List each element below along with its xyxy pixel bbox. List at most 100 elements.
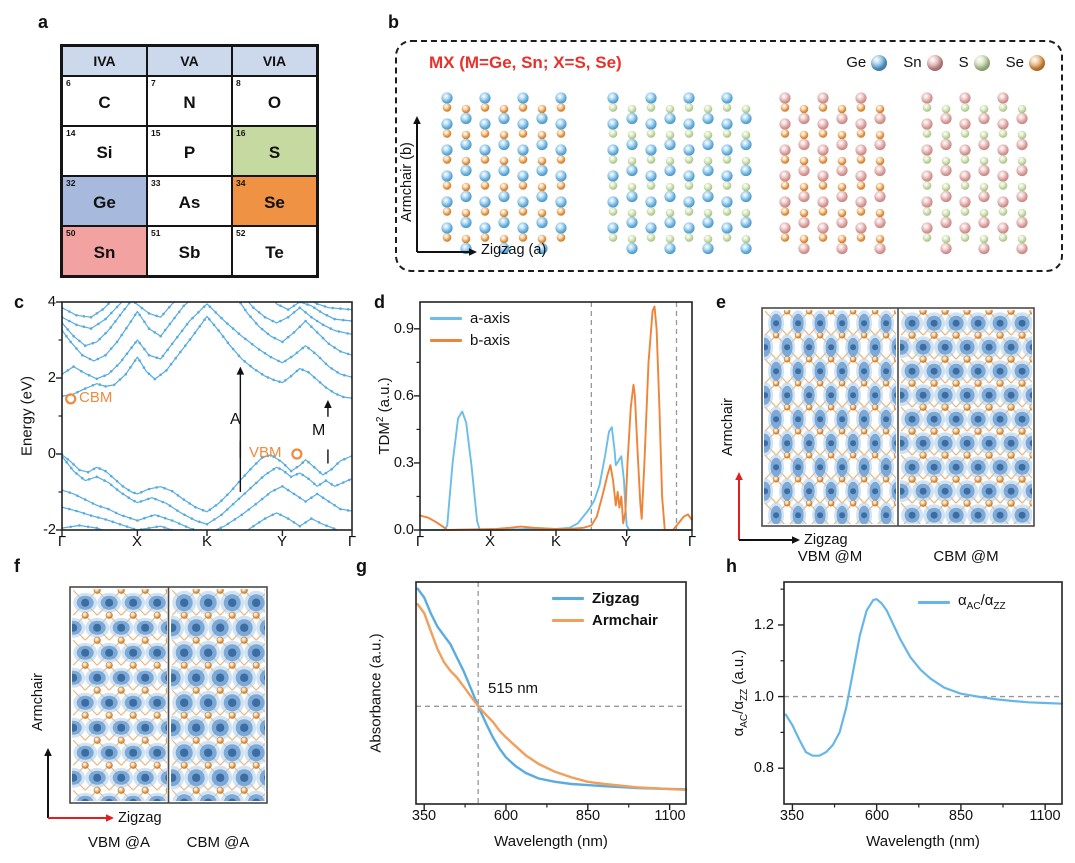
anisotropy-chart: αAC/αZZ (a.u.) 0.8 1.0 1.2 350 600 850 1… [722, 556, 1075, 863]
zigzag-line-swatch [552, 596, 584, 601]
element-symbol: Te [265, 242, 284, 262]
tdm-legend-b-axis: b-axis [430, 332, 510, 349]
b-axes-arrows [413, 116, 477, 256]
panel-letter-c: c [14, 292, 25, 312]
atomic-number: 33 [151, 178, 161, 188]
c-xtick-gamma2: Γ [347, 533, 357, 550]
legend-armchair: Armchair [552, 612, 658, 629]
cbm-annotation: CBM [79, 389, 113, 406]
c-ytick-0: 0 [47, 446, 56, 462]
vbm-annotation: VBM [249, 444, 282, 461]
f-armchair-axis-label: Armchair [30, 672, 46, 732]
atom-legend: Ge Sn S Se [846, 54, 1045, 71]
legend-ratio: αAC/αZZ [918, 592, 1006, 612]
vbm-m-caption: VBM @M [797, 548, 863, 565]
element-cell-Si: 14 Si [62, 126, 147, 176]
atomic-number: 51 [151, 228, 161, 238]
atomic-number: 8 [236, 78, 241, 88]
d-ytick-03: 0.3 [393, 455, 414, 471]
panel-letter-g: g [356, 556, 367, 576]
mx-structure-GeS [607, 92, 752, 255]
g-wavelength-axis-label: Wavelength (nm) [494, 833, 608, 850]
absorbance-axis-label: Absorbance (a.u.) [367, 633, 385, 753]
element-symbol: Ge [93, 192, 116, 212]
c-ytick-m2: -2 [43, 522, 56, 538]
charge-density-a-canvas [44, 586, 268, 822]
element-cell-P: 15 P [147, 126, 232, 176]
atomic-number: 52 [236, 228, 246, 238]
element-cell-Ge: 32 Ge [62, 176, 147, 226]
absorbance-canvas [415, 581, 688, 810]
energy-axis-label: Energy (eV) [18, 375, 36, 457]
atomic-number: 14 [66, 128, 76, 138]
h-ytick-08: 0.8 [753, 760, 774, 776]
atomic-number: 15 [151, 128, 161, 138]
element-cell-Se: 34 Se [232, 176, 317, 226]
zigzag-legend-label: Zigzag [592, 590, 640, 607]
group-header-IVA: IVA [62, 46, 147, 76]
element-symbol: As [178, 192, 201, 212]
atomic-number: 50 [66, 228, 76, 238]
h-wavelength-axis-label: Wavelength (nm) [866, 833, 980, 850]
element-cell-Sb: 51 Sb [147, 226, 232, 276]
panel-letter-a: a [38, 12, 49, 32]
mx-structure-SnSe [779, 92, 886, 255]
panel-letter-h: h [726, 556, 737, 576]
g-xtick-350: 350 [411, 808, 437, 824]
e-axes-arrows [735, 472, 800, 544]
charge-density-m-panel: Armchair Zigzag VBM @M CBM @M [712, 292, 1075, 572]
density-vbm-m [764, 310, 896, 524]
s-sphere-icon [973, 54, 990, 71]
vbm-a-caption: VBM @A [88, 834, 150, 851]
f-zigzag-axis-label: Zigzag [118, 810, 162, 826]
atomic-number: 32 [66, 178, 76, 188]
cbm-a-caption: CBM @A [186, 834, 250, 851]
e-zigzag-axis-label: Zigzag [804, 532, 848, 548]
transition-m-label: M [312, 422, 326, 439]
d-ytick-00: 0.0 [393, 522, 414, 538]
c-xtick-k: K [201, 533, 212, 550]
atom-legend-label: S [958, 54, 969, 71]
band-lines [62, 302, 352, 530]
atom-legend-item-Se: Se [1006, 54, 1045, 71]
panel-letter-e: e [716, 292, 727, 312]
charge-density-m-canvas [735, 307, 1035, 544]
band-structure-canvas [56, 301, 353, 536]
c-xtick-gamma1: Γ [57, 533, 67, 550]
charge-density-a-panel: Armchair Zigzag VBM @A CBM @A [14, 556, 314, 863]
mx-structure-SnS [921, 92, 1028, 255]
atomic-number: 34 [236, 178, 246, 188]
ratio-legend-label: αAC/αZZ [958, 592, 1006, 612]
zigzag-a-axis-label: Zigzag (a) [481, 242, 547, 258]
band-structure-chart: Energy (eV) 4 2 0 -2 Γ X K Y Γ CBM VBM A… [18, 292, 370, 556]
density-cbm-m [900, 310, 1032, 524]
armchair-legend-label: Armchair [592, 612, 658, 629]
tdm-canvas [414, 301, 693, 536]
element-symbol: Sn [93, 242, 116, 262]
h-xtick-600: 600 [864, 808, 890, 824]
d-xtick-x: X [484, 533, 495, 550]
c-annotation-marks [65, 366, 332, 492]
panel-letter-b: b [388, 12, 399, 32]
atom-legend-label: Sn [903, 54, 922, 71]
d-xtick-gamma1: Γ [415, 533, 425, 550]
e-armchair-axis-label: Armchair [720, 397, 736, 457]
a-axis-line-swatch [430, 317, 462, 320]
mx-structures-panel: MX (M=Ge, Sn; X=S, Se) Ge Sn S Se Armchair … [395, 40, 1063, 272]
legend-zigzag: Zigzag [552, 590, 658, 607]
atom-legend-item-S: S [959, 54, 990, 71]
cbm-m-caption: CBM @M [933, 548, 999, 565]
element-symbol: Sb [178, 242, 201, 262]
atomic-number: 16 [236, 128, 246, 138]
armchair-b-axis-label: Armchair (b) [399, 142, 415, 222]
b-axis-legend-label: b-axis [470, 332, 511, 349]
density-vbm-a [72, 589, 167, 801]
515nm-annotation: 515 nm [488, 680, 539, 697]
mx-structure-GeSe [441, 92, 567, 255]
periodic-table: IVA VA VIA 6 C 7 N 8 O 14 Si 15 P 16 S 32 Ge 33 As 34 Se 50 Sn… [60, 44, 319, 278]
a-axis-legend-label: a-axis [470, 310, 511, 327]
ratio-legend: αAC/αZZ [918, 592, 1006, 612]
f-axes-arrows [44, 748, 114, 822]
